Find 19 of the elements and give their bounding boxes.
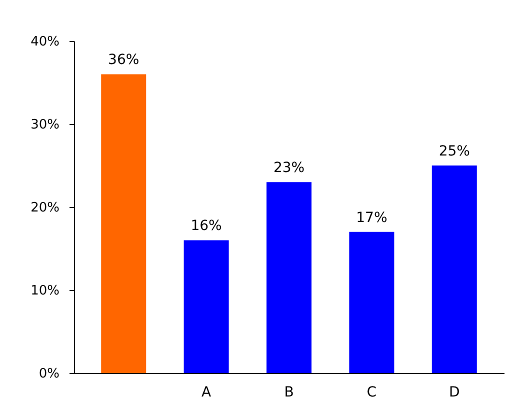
- x-tick-label: B: [284, 384, 294, 400]
- data-label: 17%: [356, 210, 388, 226]
- y-tick-label: 40%: [30, 34, 60, 50]
- y-tick-label: 30%: [30, 118, 60, 132]
- data-label: 16%: [190, 218, 222, 234]
- x-tick-label: D: [448, 384, 460, 400]
- data-label: 36%: [108, 52, 140, 68]
- bar: [349, 232, 394, 373]
- data-label: 25%: [438, 144, 470, 160]
- bar: [266, 182, 312, 373]
- bar: [184, 240, 229, 373]
- y-tick-label: 10%: [30, 284, 60, 298]
- y-tick-label: 20%: [30, 200, 60, 216]
- x-tick-label: A: [202, 384, 212, 400]
- bar: [432, 166, 477, 373]
- data-label: 23%: [273, 160, 305, 176]
- bar: [101, 74, 146, 373]
- y-tick-label: 0%: [38, 366, 60, 382]
- x-tick-label: C: [366, 384, 377, 400]
